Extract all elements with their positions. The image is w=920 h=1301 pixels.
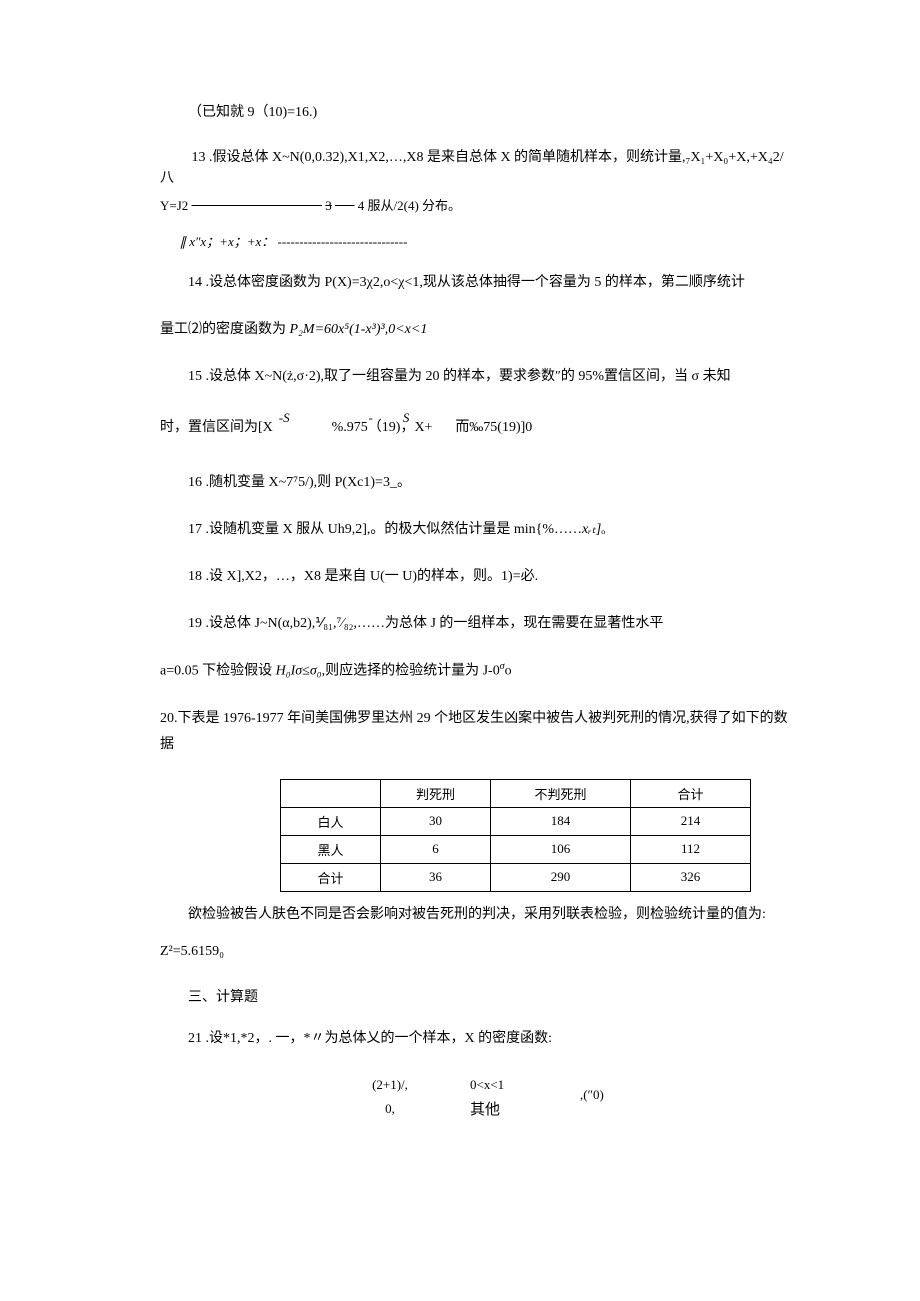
q14-text: .设总体密度函数为 P(X)=3χ2,o<χ<1,现从该总体抽得一个容量为 5 … [206,275,745,290]
q20-z2: Z²=5.6159₀ [160,939,790,964]
cell: 184 [491,807,631,835]
q14-line1: 14 .设总体密度函数为 P(X)=3χ2,o<χ<1,现从该总体抽得一个容量为… [160,270,790,295]
q13-line3: ∥ x″x；+x；+x： ---------------------------… [160,233,790,251]
cell: 112 [631,835,751,863]
q15-s1-bot [279,425,290,439]
table-row: 黑人 6 106 112 [281,835,751,863]
q19-text: .设总体 J~N(α,b2),⅟₈₁,⁷∕₈₂,……为总体 J 的一组样本，现在… [206,616,664,631]
q17-text-prefix: .设随机变量 X 服从 Uh9,2],。的极大似然估计量是 min{%…… [206,522,583,537]
q15-s2-bot [368,425,409,439]
piece1-left: (2+1)/, [360,1073,420,1096]
th-blank [281,779,381,807]
th-total: 合计 [631,779,751,807]
q19b-prefix: a=0.05 下检验假设 [160,664,276,679]
q19-num: 19 [188,616,202,631]
q13-line2: Y=J2 3 4 服从/2(4) 分布。 [160,197,790,215]
q21-text: .设*1,*2，. 一，*〃为总体乂的一个样本，X 的密度函数: [206,1031,553,1046]
q15-dash: - [368,411,372,425]
q12-note: （已知就 9（10)=16.) [160,100,790,125]
q17: 17 .设随机变量 X 服从 Uh9,2],。的极大似然估计量是 min{%……… [160,517,790,542]
q15-line2: 时，置信区间为[X -S %.975（19)，X+ - S 而‰75(19)]0 [160,411,790,440]
section-3-heading: 三、计算题 [160,986,790,1006]
q17-xrt: xᵣₜ] [582,522,601,537]
q13-strike [192,198,323,213]
q15-line1: 15 .设总体 X~N(ż,σ·2),取了一组容量为 20 的样本，要求参数″的… [160,364,790,389]
q13-frag: ∥ x″x；+x；+x： [180,234,275,249]
cell: 36 [381,863,491,891]
cell: 30 [381,807,491,835]
q15-text: .设总体 X~N(ż,σ·2),取了一组容量为 20 的样本，要求参数″的 95… [206,369,731,384]
q13-text1: .假设总体 X~N(0,0.32),X1,X2,…,X8 是来自总体 X 的简单… [160,150,784,186]
q21: 21 .设*1,*2，. 一，*〃为总体乂的一个样本，X 的密度函数: [160,1026,790,1051]
cell: 黑人 [281,835,381,863]
table-row: 合计 36 290 326 [281,863,751,891]
q14-prefix: 量工⑵的密度函数为 [160,322,290,337]
q15-dash-s2: - S [368,411,409,440]
q17-num: 17 [188,522,202,537]
q16-num: 16 [188,475,202,490]
q20-intro: 20.下表是 1976-1977 年间美国佛罗里达州 29 个地区发生凶案中被告… [160,706,790,756]
cell: 106 [491,835,631,863]
q13-mid: 3 [325,198,332,213]
q19b: a=0.05 下检验假设 H₀Iσ≤σ₀,则应选择的检验统计量为 J-0σo [160,658,790,684]
cell: 6 [381,835,491,863]
q16-text: .随机变量 X~7⁷5/),则 P(Xc1)=3_。 [206,475,411,490]
cell: 214 [631,807,751,835]
piece2-right: 其他 [470,1097,530,1124]
piecewise-row-1: (2+1)/, 0<x<1 ,(″0) [360,1073,790,1096]
cell: 合计 [281,863,381,891]
q21-piecewise: (2+1)/, 0<x<1 ,(″0) 0, 其他 [360,1073,790,1123]
q13-dashes: ------------------------------ [278,234,408,249]
death-penalty-table: 判死刑 不判死刑 合计 白人 30 184 214 黑人 6 106 112 合… [280,779,751,892]
q19: 19 .设总体 J~N(α,b2),⅟₈₁,⁷∕₈₂,……为总体 J 的一组样本… [160,611,790,636]
q14-line2: 量工⑵的密度函数为 P₂M=60x⁵(1-x³)³,0<x<1 [160,317,790,342]
q15-s1: -S [279,411,290,425]
q14-num: 14 [188,275,202,290]
q14-formula: P₂M=60x⁵(1-x³)³,0<x<1 [290,322,428,337]
table-row: 白人 30 184 214 [281,807,751,835]
q15-s1-stack: -S [279,411,290,440]
q13-strike2 [335,198,355,213]
q17-suffix: ₒ [601,522,605,537]
th-death: 判死刑 [381,779,491,807]
cell: 290 [491,863,631,891]
cell: 326 [631,863,751,891]
q19b-h0: H₀Iσ≤σ₀, [276,664,326,679]
piece1-right: 0<x<1 [470,1073,530,1096]
q18-text: .设 X],X2，…，X8 是来自 U(一 U)的样本，则。1)=必. [206,569,539,584]
q19b-mid: 则应选择的检验统计量为 J-0 [325,664,500,679]
q21-num: 21 [188,1031,202,1046]
q13-line1: 13 .假设总体 X~N(0,0.32),X1,X2,…,X8 是来自总体 X … [160,147,790,189]
q15-s2: S [403,411,410,425]
q15-tail: 而‰75(19)]0 [455,415,532,440]
q13-tail: 4 服从/2(4) 分布。 [358,198,461,213]
piece-side: ,(″0) [580,1083,604,1106]
q15-prefix: 时，置信区间为[X [160,415,273,440]
table-header-row: 判死刑 不判死刑 合计 [281,779,751,807]
q18-num: 18 [188,569,202,584]
th-nodeath: 不判死刑 [491,779,631,807]
q16: 16 .随机变量 X~7⁷5/),则 P(Xc1)=3_。 [160,470,790,495]
piece2-left: 0, [360,1097,420,1124]
q15-num: 15 [188,369,202,384]
q19b-suffix: o [505,664,512,679]
q13-yeq: Y=J2 [160,198,188,213]
q18: 18 .设 X],X2，…，X8 是来自 U(一 U)的样本，则。1)=必. [160,564,790,589]
q13-num: 13 [192,150,206,165]
piecewise-row-2: 0, 其他 [360,1097,790,1124]
q20-after: 欲检验被告人肤色不同是否会影响对被告死刑的判决，采用列联表检验，则检验统计量的值… [160,902,790,927]
cell: 白人 [281,807,381,835]
